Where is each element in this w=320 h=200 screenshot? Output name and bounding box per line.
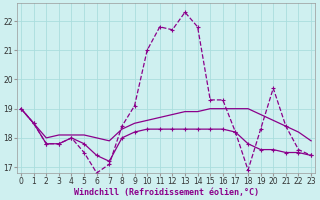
X-axis label: Windchill (Refroidissement éolien,°C): Windchill (Refroidissement éolien,°C): [74, 188, 259, 197]
